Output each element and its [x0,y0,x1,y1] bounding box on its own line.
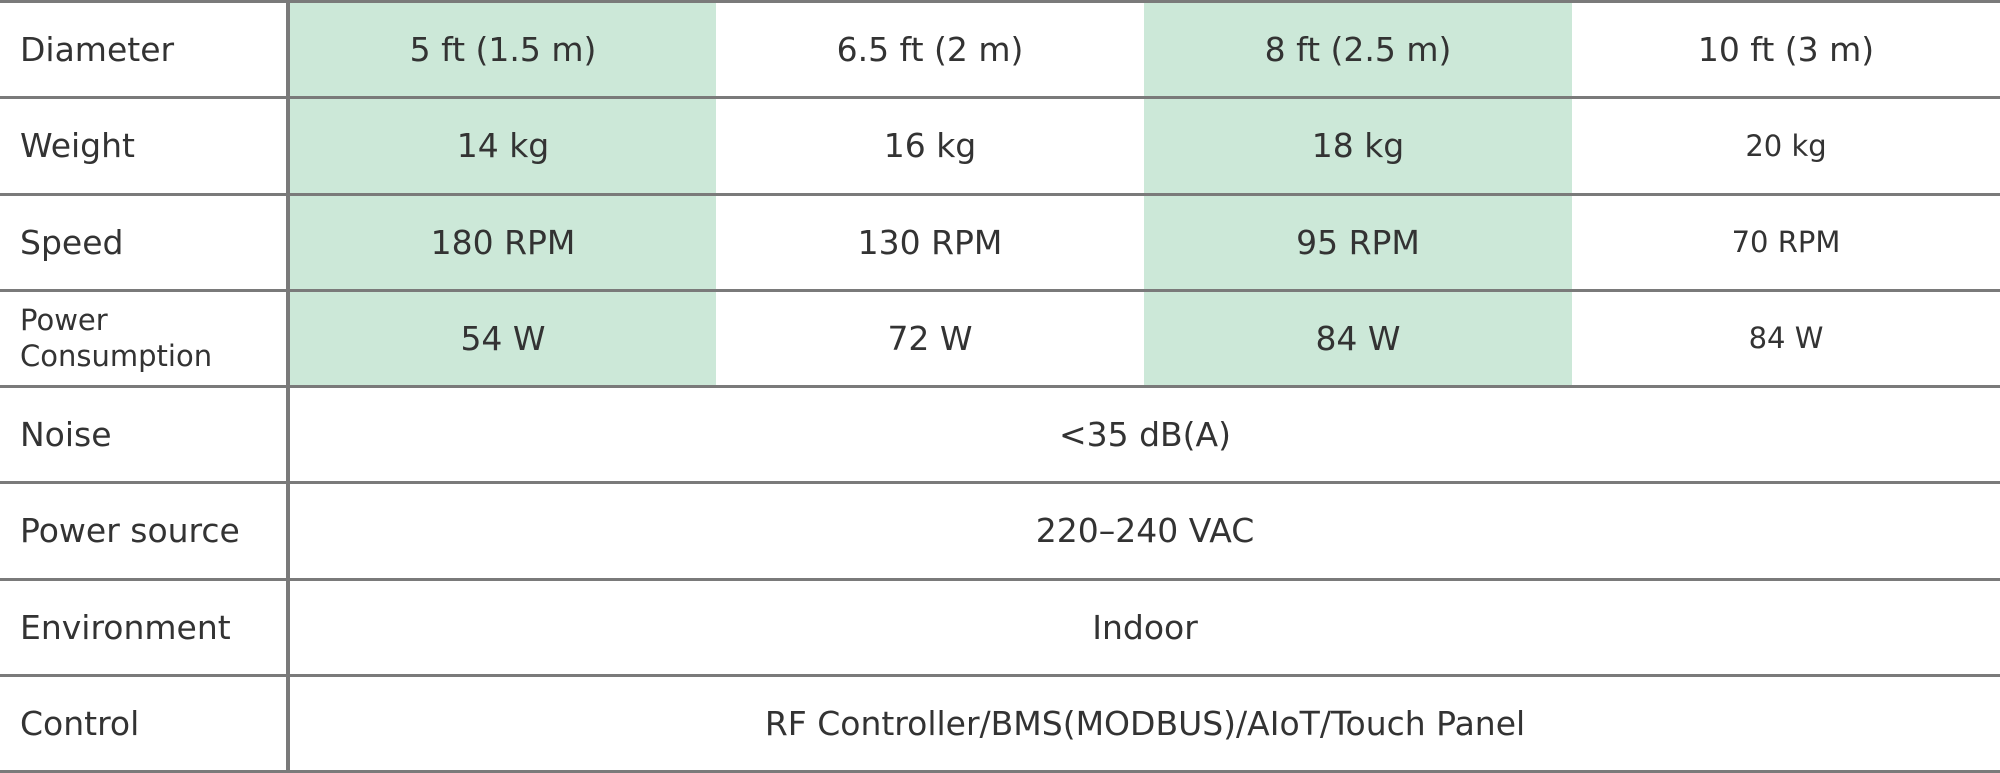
spec-value: 70 RPM [1572,192,2000,292]
spec-value: <35 dB(A) [288,384,2000,485]
spec-value: 20 kg [1572,96,2000,196]
spec-value: 8 ft (2.5 m) [1144,0,1572,100]
spec-value: 220–240 VAC [288,481,2000,581]
row-label: Weight [0,96,290,196]
spec-value: 54 W [288,288,716,389]
row-label: Power Consumption [0,288,290,389]
spec-row: Noise <35 dB(A) [0,384,2000,485]
spec-value: 84 W [1572,288,2000,389]
spec-value: 16 kg [716,96,1144,196]
spec-row: Speed 180 RPM 130 RPM 95 RPM 70 RPM [0,192,2000,292]
spec-value: 95 RPM [1144,192,1572,292]
row-label: Control [0,673,290,773]
row-label: Noise [0,384,290,485]
spec-value: 72 W [716,288,1144,389]
spec-row: Weight 14 kg 16 kg 18 kg 20 kg [0,96,2000,196]
row-label: Speed [0,192,290,292]
spec-value: 14 kg [288,96,716,196]
spec-row: Power source 220–240 VAC [0,481,2000,581]
spec-value: 84 W [1144,288,1572,389]
spec-row: Diameter 5 ft (1.5 m) 6.5 ft (2 m) 8 ft (2.… [0,0,2000,100]
row-label: Power source [0,481,290,581]
spec-value: 5 ft (1.5 m) [288,0,716,100]
spec-row: Control RF Controller/BMS(MODBUS)/AIoT/To… [0,673,2000,773]
spec-value: 10 ft (3 m) [1572,0,2000,100]
spec-value: 180 RPM [288,192,716,292]
row-label: Diameter [0,0,290,100]
spec-value: 6.5 ft (2 m) [716,0,1144,100]
row-label: Environment [0,577,290,677]
spec-value: Indoor [288,577,2000,677]
spec-value: 18 kg [1144,96,1572,196]
spec-value: 130 RPM [716,192,1144,292]
spec-row: Environment Indoor [0,577,2000,677]
spec-row: Power Consumption 54 W 72 W 84 W 84 W [0,288,2000,389]
spec-value: RF Controller/BMS(MODBUS)/AIoT/Touch Pan… [288,673,2000,773]
